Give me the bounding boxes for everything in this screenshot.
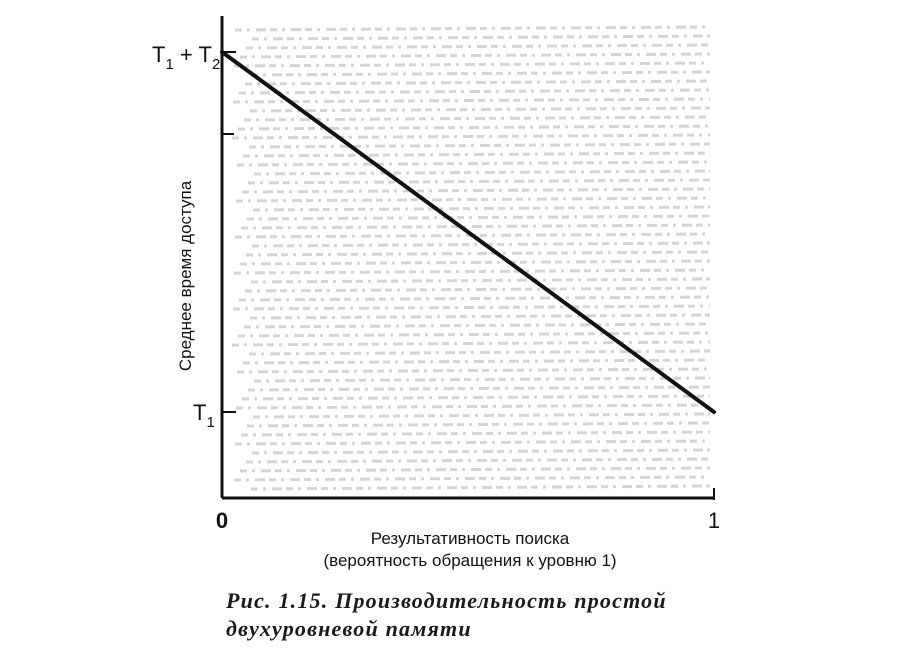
figure-caption-line1: Рис. 1.15. Производительность простой [225, 588, 667, 613]
scan-texture-line [231, 340, 711, 347]
scan-texture-line [239, 466, 711, 473]
scan-texture-line [250, 277, 711, 284]
scan-texture-line [239, 259, 711, 266]
x-tick-label-1: 1 [708, 508, 720, 533]
scan-texture-line [234, 439, 711, 446]
scan-texture-line [231, 133, 711, 140]
scan-texture-line [248, 142, 711, 149]
scan-texture-line [232, 304, 711, 311]
scan-texture-line [240, 430, 711, 437]
scan-texture-line [240, 223, 711, 230]
scan-texture-line [241, 394, 711, 401]
scan-texture-line [235, 403, 711, 410]
scan-texture-line [250, 70, 711, 77]
scan-texture-line [242, 151, 711, 158]
scan-texture-line [236, 367, 711, 374]
y-tick-label-t1: T1 [193, 400, 215, 431]
figure-caption-line2: двухуровневой памяти [226, 616, 472, 641]
scan-texture [231, 25, 711, 491]
scan-texture-line [243, 322, 711, 329]
scan-texture-line [251, 448, 711, 455]
scan-texture-line [249, 313, 711, 320]
scan-texture-line [252, 412, 711, 419]
scan-texture-line [233, 61, 711, 68]
scan-texture-line [249, 106, 711, 113]
y-tick-label-t1-plus-t2: T1 + T2 [152, 42, 220, 73]
scan-texture-line [245, 43, 711, 50]
scan-texture-line [239, 52, 711, 59]
scan-texture-line [241, 187, 711, 194]
scan-texture-line [252, 205, 711, 212]
scan-texture-line [233, 475, 711, 482]
scan-texture-line [243, 115, 711, 122]
scan-texture-line [246, 214, 711, 221]
scan-texture-line [245, 250, 711, 257]
scan-texture-line [236, 160, 711, 167]
scan-texture-line [247, 385, 711, 392]
scan-texture-line [244, 286, 711, 293]
scan-texture-line [237, 331, 711, 338]
scan-texture-line [244, 79, 711, 86]
x-axis-label-line1: Результативность поиска [371, 529, 570, 548]
scan-texture-line [238, 88, 711, 95]
scan-texture-line [245, 457, 711, 464]
series-line [220, 50, 716, 414]
x-tick-label-0: 0 [216, 508, 228, 533]
scan-texture-line [232, 97, 711, 104]
scan-texture-line [235, 196, 711, 203]
scan-texture-line [250, 484, 711, 491]
scan-texture-line [234, 25, 711, 32]
scan-texture-line [238, 295, 711, 302]
scan-texture-line [251, 34, 711, 41]
scan-texture-line [233, 268, 711, 275]
scan-texture-line [251, 241, 711, 248]
x-axis-label-line2: (вероятность обращения к уровню 1) [323, 551, 616, 570]
scan-texture-line [248, 349, 711, 356]
scan-texture-line [247, 178, 711, 185]
scan-texture-line [253, 169, 711, 176]
scan-texture-line [237, 124, 711, 131]
scan-texture-line [253, 376, 711, 383]
y-axis-label: Среднее время доступа [176, 180, 195, 371]
scan-texture-line [242, 358, 711, 365]
scan-texture-line [246, 421, 711, 428]
